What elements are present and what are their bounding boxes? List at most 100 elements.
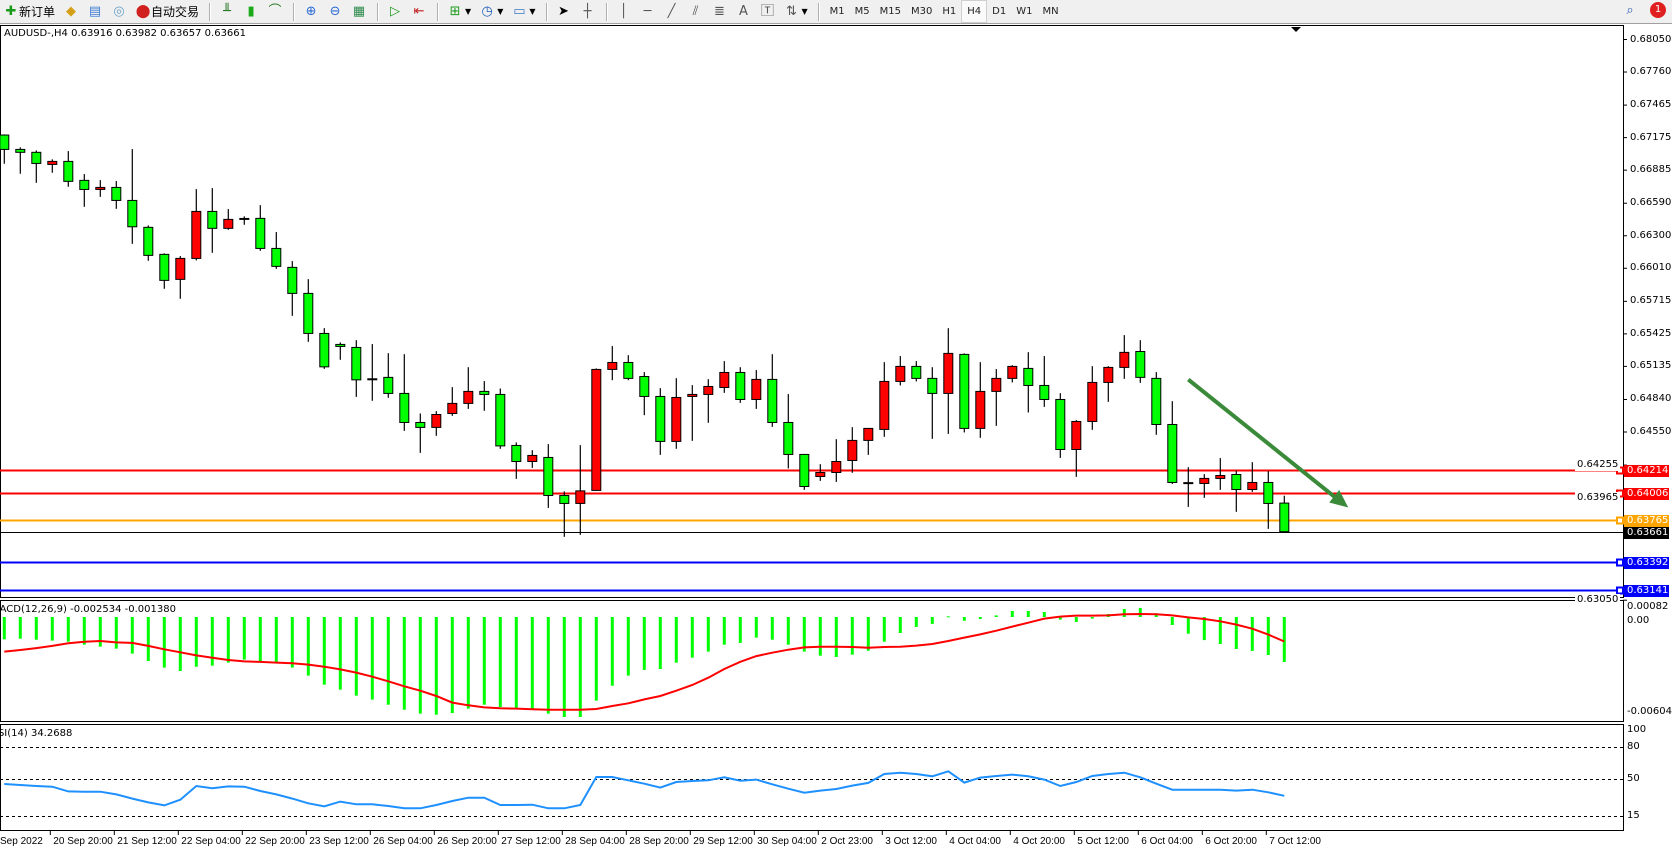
tile-windows-button[interactable]: ▦ bbox=[348, 1, 370, 22]
toolbar-divider bbox=[817, 2, 820, 21]
macd-histogram-bar bbox=[50, 617, 54, 641]
macd-histogram-bar bbox=[450, 617, 454, 714]
timeframe-h1[interactable]: H1 bbox=[942, 6, 957, 17]
bearish-candle bbox=[655, 395, 666, 442]
timeframe-m5[interactable]: M5 bbox=[854, 6, 870, 17]
text-label-button[interactable]: 🅃 bbox=[757, 1, 779, 22]
timeframe-h4[interactable]: H4 bbox=[961, 0, 988, 23]
auto-scroll-button[interactable]: ▷ bbox=[384, 1, 406, 22]
timeframe-m30[interactable]: M30 bbox=[911, 6, 933, 17]
new-order-button[interactable]: ✚ 新订单 bbox=[0, 1, 58, 22]
bearish-candle bbox=[383, 376, 394, 394]
cursor-button[interactable]: ➤ bbox=[553, 1, 575, 22]
periods-button[interactable]: ◷ ▼ bbox=[476, 1, 506, 22]
fibonacci-icon: ≣ bbox=[714, 3, 725, 19]
macd-histogram-bar bbox=[674, 617, 678, 663]
macd-histogram-bar bbox=[1250, 617, 1254, 651]
bullish-candle bbox=[975, 390, 986, 429]
trendline-icon: ╱ bbox=[667, 3, 676, 19]
fibonacci-button[interactable]: ≣ bbox=[709, 1, 731, 22]
bullish-candle bbox=[591, 368, 602, 491]
bearish-candle bbox=[319, 332, 330, 368]
trendline-button[interactable]: ╱ bbox=[661, 1, 683, 22]
timeframe-w1[interactable]: W1 bbox=[1016, 6, 1033, 17]
bearish-candle bbox=[399, 392, 410, 423]
vertical-line-button[interactable]: │ bbox=[613, 1, 635, 22]
macd-histogram-bar bbox=[1090, 617, 1094, 619]
bullish-candle bbox=[575, 490, 586, 504]
price-axis-label: 0.67465 bbox=[1630, 99, 1672, 111]
auto-trading-icon: ⬤ bbox=[135, 3, 151, 19]
templates-button[interactable]: ▭ ▼ bbox=[508, 1, 538, 22]
macd-axis-label: 0.00 bbox=[1627, 615, 1650, 626]
new-order-label: 新订单 bbox=[19, 5, 56, 19]
auto-scroll-icon: ▷ bbox=[390, 3, 401, 19]
time-axis-label: 26 Sep 04:00 bbox=[373, 836, 433, 847]
bar-chart-icon: ╨ bbox=[223, 3, 231, 19]
arrows-button[interactable]: ⇅ ▼ bbox=[781, 1, 811, 22]
macd-histogram-bar bbox=[1026, 610, 1030, 617]
line-chart-button[interactable]: ⌒ bbox=[264, 1, 286, 22]
rsi-axis-label: 80 bbox=[1627, 740, 1640, 752]
indicators-button[interactable]: ⊞ ▼ bbox=[444, 1, 474, 22]
bearish-candle bbox=[1231, 473, 1242, 491]
time-axis-label: 30 Sep 04:00 bbox=[757, 836, 817, 847]
crosshair-button[interactable]: ┼ bbox=[577, 1, 599, 22]
bearish-candle bbox=[15, 148, 26, 153]
line-chart-icon: ⌒ bbox=[268, 3, 282, 19]
bullish-candle bbox=[175, 257, 186, 280]
time-axis-label: 5 Oct 12:00 bbox=[1077, 836, 1129, 847]
bearish-candle bbox=[479, 390, 490, 395]
signal-button[interactable]: ◎ bbox=[108, 1, 130, 22]
toolbar-divider bbox=[437, 2, 440, 21]
auto-trading-button[interactable]: ⬤ 自动交易 bbox=[132, 1, 202, 22]
macd-histogram-bar bbox=[594, 617, 598, 701]
time-axis-label: 4 Oct 04:00 bbox=[949, 836, 1001, 847]
price-axis-label: 0.66010 bbox=[1630, 262, 1672, 274]
bullish-candle bbox=[223, 218, 234, 229]
bearish-candle bbox=[511, 444, 522, 462]
bullish-candle bbox=[607, 361, 618, 370]
rsi-label: RSI(14) 34.2688 bbox=[0, 728, 73, 739]
bearish-candle bbox=[31, 151, 42, 164]
macd-histogram-bar bbox=[1138, 607, 1142, 617]
macd-signal-line bbox=[4, 612, 1285, 711]
notifications-badge[interactable]: 1 bbox=[1650, 2, 1666, 18]
time-axis-label: 21 Sep 12:00 bbox=[117, 836, 177, 847]
market-watch-button[interactable]: ▤ bbox=[84, 1, 106, 22]
text-button[interactable]: A bbox=[733, 1, 755, 22]
timeframe-m1[interactable]: M1 bbox=[829, 6, 845, 17]
timeframe-m15[interactable]: M15 bbox=[879, 6, 902, 17]
bearish-candle bbox=[1167, 423, 1178, 483]
gold-button[interactable]: ◆ bbox=[60, 1, 82, 22]
chart-shift-button[interactable]: ⇤ bbox=[408, 1, 430, 22]
bar-chart-button[interactable]: ╨ bbox=[216, 1, 238, 22]
macd-histogram-bar bbox=[978, 617, 982, 619]
timeframe-mn[interactable]: MN bbox=[1042, 6, 1059, 17]
bearish-candle bbox=[639, 375, 650, 397]
zoom-in-button[interactable]: ⊕ bbox=[300, 1, 322, 22]
candlestick-button[interactable]: ▮ bbox=[240, 1, 262, 22]
time-axis-label: 20 Sep 20:00 bbox=[53, 836, 113, 847]
timeframe-d1[interactable]: D1 bbox=[992, 6, 1007, 17]
zoom-out-button[interactable]: ⊖ bbox=[324, 1, 346, 22]
price-axis-label: 0.64840 bbox=[1630, 393, 1672, 405]
macd-histogram-bar bbox=[1042, 612, 1046, 617]
horizontal-line-button[interactable]: ─ bbox=[637, 1, 659, 22]
macd-histogram-bar bbox=[402, 617, 406, 710]
search-icon[interactable]: ⌕ bbox=[1626, 3, 1634, 18]
bearish-candle bbox=[303, 292, 314, 334]
macd-histogram-bar bbox=[514, 617, 518, 709]
equidistant-channel-icon: ⫽ bbox=[692, 3, 699, 19]
equidistant-channel-button[interactable]: ⫽ bbox=[685, 1, 707, 22]
rsi-axis-label: 50 bbox=[1627, 773, 1640, 784]
bearish-candle bbox=[143, 226, 154, 256]
bullish-candle bbox=[1119, 351, 1130, 368]
bullish-candle bbox=[895, 365, 906, 382]
price-line-label: 0.63392 bbox=[1624, 556, 1669, 569]
macd-histogram-bar bbox=[1170, 617, 1174, 625]
macd-histogram-bar bbox=[722, 617, 726, 645]
bullish-candle bbox=[719, 371, 730, 388]
macd-histogram-bar bbox=[338, 617, 342, 690]
